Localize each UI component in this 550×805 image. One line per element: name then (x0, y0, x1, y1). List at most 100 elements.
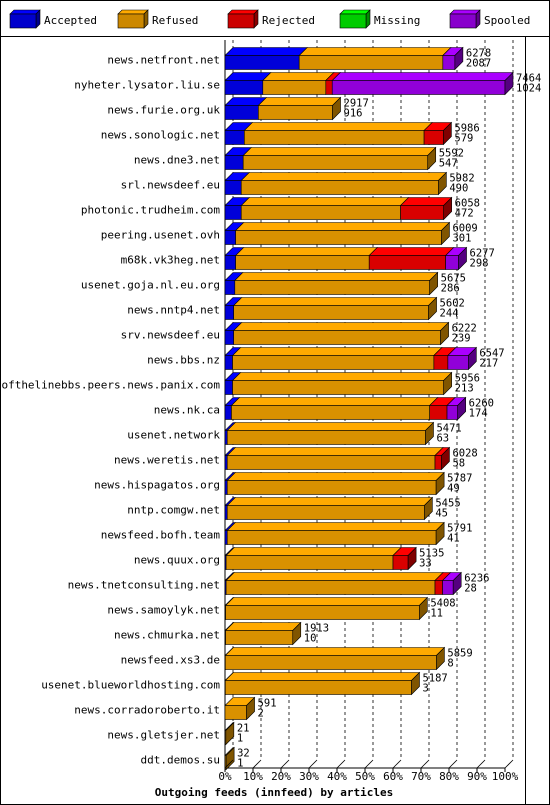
value-secondary: 472 (455, 208, 474, 220)
row-label: peering.usenet.ovh (101, 229, 220, 242)
legend-swatch (227, 13, 255, 29)
value-total: 6278 (466, 48, 491, 60)
value-total: 5471 (436, 423, 461, 435)
legend-label: Missing (374, 14, 420, 27)
value-total: 1913 (304, 623, 329, 635)
value-secondary: 45 (435, 508, 448, 520)
bar-end-cap (407, 546, 417, 571)
value-total: 5592 (439, 148, 464, 160)
x-axis-title: Outgoing feeds (innfeed) by articles (155, 786, 393, 799)
x-tick-label: 90% (467, 770, 487, 783)
value-secondary: 63 (436, 433, 449, 445)
bar-segment-refused (234, 247, 378, 270)
row-label: news.bbs.nz (147, 354, 220, 367)
value-total: 6058 (455, 198, 480, 210)
bar-segment-refused (231, 347, 443, 370)
row-label: srl.newsdeef.eu (121, 179, 220, 192)
bar-end-cap (292, 621, 302, 646)
x-tick-depth (392, 759, 402, 769)
bar-segment-refused (224, 622, 302, 645)
bar-end-cap (440, 321, 449, 346)
legend-item-missing: Missing (339, 9, 420, 29)
bar-end-cap (427, 146, 437, 171)
bar-row (224, 346, 478, 371)
value-total: 5455 (435, 498, 460, 510)
row-label: news.chmurka.net (114, 629, 220, 642)
bar-segment-refused (262, 72, 335, 95)
row-label: photonic.trudheim.com (81, 204, 220, 217)
bar-segment-refused (225, 547, 402, 570)
bar-row (224, 221, 451, 246)
bar-end-cap (438, 171, 447, 196)
value-secondary: 3 (422, 683, 428, 695)
x-axis: 0% 10% 20% 30% 40% 50% 60% 70% 80% 90% 100% (218, 759, 519, 783)
legend-swatch (449, 13, 477, 29)
bar-row (224, 521, 445, 546)
legend-item-accepted: Accepted (9, 9, 97, 29)
value-total: 7464 (516, 73, 541, 85)
legend-item-rejected: Rejected (227, 9, 315, 29)
row-label: news.tnetconsulting.net (68, 579, 220, 592)
value-total: 5602 (440, 298, 465, 310)
value-secondary: 58 (452, 458, 465, 470)
bar-row (224, 171, 448, 196)
value-total: 6547 (479, 348, 504, 360)
bar-segment-accepted (224, 97, 268, 120)
value-total: 5791 (447, 523, 472, 535)
x-tick-depth (224, 759, 234, 769)
value-total: 5859 (447, 648, 472, 660)
bar-end-cap (443, 196, 452, 221)
bar-end-cap (436, 646, 445, 671)
value-secondary: 2087 (466, 58, 491, 70)
bar-row (224, 446, 451, 471)
bar-row (224, 271, 439, 296)
bar-row (224, 121, 453, 146)
value-total: 2917 (344, 98, 369, 110)
row-label: news.dne3.net (134, 154, 220, 167)
bar-end-cap (441, 221, 450, 246)
value-secondary: 301 (452, 233, 471, 245)
row-label: news.corradoroberto.it (74, 704, 220, 717)
x-tick-label: 40% (327, 770, 347, 783)
value-total: 32 (237, 748, 250, 760)
row-label: news.samoylyk.net (107, 604, 220, 617)
bar-row (224, 621, 302, 646)
value-total: 6222 (452, 323, 477, 335)
value-secondary: 298 (470, 258, 489, 270)
bar-row (224, 696, 256, 721)
value-secondary: 286 (441, 283, 460, 295)
row-label: news.gletsjer.net (107, 729, 220, 742)
row-label: srv.newsdeef.eu (121, 329, 220, 342)
bar-segment-refused (234, 222, 451, 245)
bar-end-cap (443, 371, 452, 396)
value-secondary: 33 (419, 558, 432, 570)
bar-segment-refused (257, 97, 342, 120)
row-label: usenet.goja.nl.eu.org (81, 279, 220, 292)
value-secondary: 213 (455, 383, 474, 395)
bar-end-cap (435, 471, 445, 496)
x-tick-label: 60% (383, 770, 403, 783)
bar-end-cap (429, 271, 438, 296)
bar-end-cap (458, 246, 467, 271)
bar-segment-refused (231, 372, 453, 395)
bar-segment-refused (226, 497, 434, 520)
x-tick-depth (504, 759, 514, 769)
bar-segment-refused (232, 297, 438, 320)
bar-segment-spooled (331, 72, 514, 95)
row-label: news.netfront.net (107, 54, 220, 67)
bar-segment-accepted (224, 47, 308, 70)
bar-row (224, 746, 235, 771)
bar-segment-rejected (368, 247, 455, 270)
value-secondary: 2 (258, 708, 264, 720)
x-tick-depth (308, 759, 318, 769)
row-label: nyheter.lysator.liu.se (74, 79, 220, 92)
value-total: 21 (237, 723, 250, 735)
bar-row (224, 246, 468, 271)
value-total: 6277 (470, 248, 495, 260)
bar-row (224, 321, 450, 346)
bars (224, 46, 514, 771)
bar-row (224, 296, 438, 321)
legend-item-spooled: Spooled (449, 9, 530, 29)
bar-end-cap (419, 596, 428, 621)
